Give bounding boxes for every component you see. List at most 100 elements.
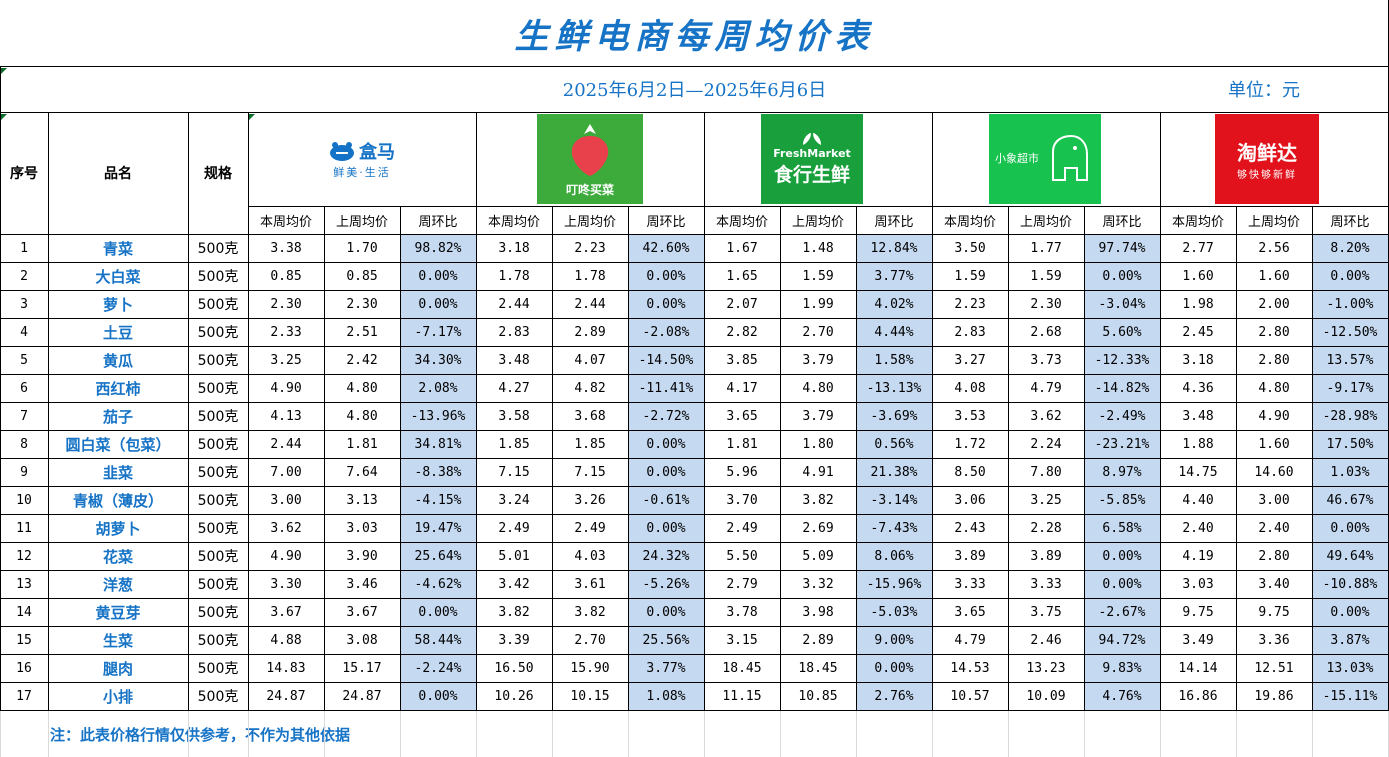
- previous-price: 4.80: [1258, 380, 1290, 396]
- sub-header-ratio: 周环比: [1330, 214, 1370, 230]
- current-price: 3.42: [498, 576, 530, 592]
- table-hline: [0, 346, 1389, 347]
- week-ratio: 0.00%: [400, 290, 476, 318]
- week-ratio: -13.13%: [856, 374, 932, 402]
- current-price: 4.40: [1182, 492, 1214, 508]
- table-vline: [400, 206, 401, 710]
- table-hline: [248, 206, 1389, 207]
- previous-price: 4.80: [346, 380, 378, 396]
- previous-price: 4.03: [574, 548, 606, 564]
- footer-gridline: [704, 710, 705, 757]
- current-price: 3.33: [954, 576, 986, 592]
- week-ratio: -2.49%: [1084, 402, 1160, 430]
- sub-header-current: 本周均价: [1171, 214, 1224, 230]
- previous-price: 0.85: [346, 268, 378, 284]
- current-price: 3.48: [498, 352, 530, 368]
- current-price: 3.25: [270, 352, 302, 368]
- product-name: 茄子: [102, 407, 133, 426]
- current-price: 2.30: [270, 296, 302, 312]
- table-hline: [0, 654, 1389, 655]
- previous-price: 4.79: [1030, 380, 1062, 396]
- week-ratio: -2.08%: [628, 318, 704, 346]
- previous-price: 1.99: [802, 296, 834, 312]
- week-ratio: 1.08%: [628, 682, 704, 710]
- week-ratio: -7.43%: [856, 514, 932, 542]
- week-ratio: 0.00%: [628, 598, 704, 626]
- previous-price: 1.48: [802, 240, 834, 256]
- previous-price: 10.09: [1026, 688, 1066, 704]
- product-name: 萝卜: [102, 295, 133, 314]
- current-price: 3.50: [954, 240, 986, 256]
- previous-price: 10.15: [570, 688, 610, 704]
- previous-price: 1.59: [1030, 268, 1062, 284]
- footer-gridline: [0, 710, 1, 757]
- product-name: 腿肉: [102, 659, 133, 678]
- week-ratio: -23.21%: [1084, 430, 1160, 458]
- product-name: 土豆: [102, 323, 133, 342]
- previous-price: 10.85: [798, 688, 838, 704]
- week-ratio: -8.38%: [400, 458, 476, 486]
- current-price: 8.50: [954, 464, 986, 480]
- product-spec: 500克: [197, 325, 239, 341]
- current-price: 1.65: [726, 268, 758, 284]
- week-ratio: 1.03%: [1312, 458, 1388, 486]
- table-vline: [1236, 206, 1237, 710]
- current-price: 2.49: [726, 520, 758, 536]
- table-hline: [0, 626, 1389, 627]
- current-price: 3.78: [726, 604, 758, 620]
- sub-header-previous: 上周均价: [1247, 214, 1300, 230]
- previous-price: 2.00: [1258, 296, 1290, 312]
- table-vline: [48, 112, 49, 710]
- table-hline: [0, 458, 1389, 459]
- footer-note: 注：此表价格行情仅供参考，不作为其他依据: [50, 725, 351, 744]
- previous-price: 2.23: [574, 240, 606, 256]
- current-price: 3.67: [270, 604, 302, 620]
- taoxianda-tagline: 够快够新鲜: [1237, 170, 1297, 181]
- week-ratio: -11.41%: [628, 374, 704, 402]
- week-ratio: -14.82%: [1084, 374, 1160, 402]
- week-ratio: 34.81%: [400, 430, 476, 458]
- previous-price: 3.79: [802, 352, 834, 368]
- previous-price: 1.78: [574, 268, 606, 284]
- dingdong-logo: 叮咚买菜: [537, 114, 643, 204]
- previous-price: 2.69: [802, 520, 834, 536]
- row-seq: 14: [16, 604, 32, 620]
- previous-price: 24.87: [342, 688, 382, 704]
- week-ratio: -2.67%: [1084, 598, 1160, 626]
- week-ratio: 25.64%: [400, 542, 476, 570]
- sub-header-previous: 上周均价: [791, 214, 844, 230]
- current-price: 4.88: [270, 632, 302, 648]
- current-price: 2.07: [726, 296, 758, 312]
- row-seq: 12: [16, 548, 32, 564]
- previous-price: 3.62: [1030, 408, 1062, 424]
- week-ratio: 0.00%: [856, 654, 932, 682]
- previous-price: 2.46: [1030, 632, 1062, 648]
- week-ratio: 3.87%: [1312, 626, 1388, 654]
- week-ratio: -14.50%: [628, 346, 704, 374]
- previous-price: 2.42: [346, 352, 378, 368]
- hippo-icon: [330, 142, 354, 161]
- previous-price: 7.80: [1030, 464, 1062, 480]
- footer-gridline: [1236, 710, 1237, 757]
- table-hline: [0, 112, 1389, 113]
- previous-price: 2.89: [574, 324, 606, 340]
- current-price: 3.48: [1182, 408, 1214, 424]
- current-price: 3.18: [498, 240, 530, 256]
- product-name: 青菜: [102, 239, 133, 258]
- week-ratio: 0.00%: [1312, 262, 1388, 290]
- current-price: 16.86: [1178, 688, 1218, 704]
- current-price: 3.03: [1182, 576, 1214, 592]
- table-vline: [552, 206, 553, 710]
- radish-icon: [571, 124, 609, 176]
- current-price: 3.65: [954, 604, 986, 620]
- week-ratio: 4.44%: [856, 318, 932, 346]
- previous-price: 2.51: [346, 324, 378, 340]
- table-hline: [0, 710, 1389, 711]
- product-name: 青椒（薄皮）: [72, 491, 163, 510]
- previous-price: 2.80: [1258, 324, 1290, 340]
- current-price: 14.75: [1178, 464, 1218, 480]
- xiaoxiang-logo: 小象超市: [989, 114, 1101, 204]
- current-price: 2.44: [498, 296, 530, 312]
- week-ratio: -2.24%: [400, 654, 476, 682]
- product-spec: 500克: [197, 493, 239, 509]
